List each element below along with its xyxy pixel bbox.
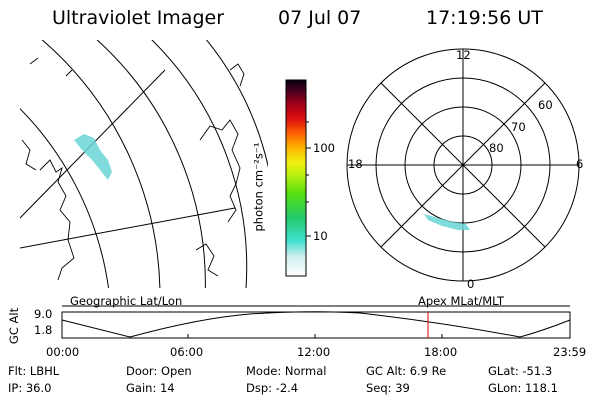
polar-label-6: 6 [576,157,584,171]
polar-label-12: 12 [456,48,471,62]
altitude-xtick: 00:00 [46,345,80,359]
date-label: 07 Jul 07 [278,7,362,29]
coastline [21,139,75,281]
lat-label-60: 60 [538,98,553,112]
gcalt-info: GC Alt: 6.9 Re [366,364,447,378]
polar-label-0: 0 [467,277,475,291]
altitude-ylabel: GC Alt [7,307,22,345]
altitude-plot [61,311,571,339]
colorbar-unit-label: photon cm⁻²s⁻¹ [251,142,266,232]
altitude-xtick: 18:00 [424,345,458,359]
altitude-ytick: 9.0 [34,307,53,321]
colorbar [285,79,307,277]
geographic-map [20,40,268,288]
flt-info: Flt: LBHL [8,364,60,378]
time-label: 17:19:56 UT [426,7,543,29]
ip-info: IP: 36.0 [8,381,52,395]
map-arc [205,40,268,169]
door-info: Door: Open [126,364,192,378]
altitude-xtick: 06:00 [170,345,204,359]
altitude-ytick: 1.8 [34,323,53,337]
dsp-info: Dsp: -2.4 [246,381,299,395]
glon-info: GLon: 118.1 [488,381,558,395]
seq-info: Seq: 39 [366,381,410,395]
altitude-frame [61,311,571,339]
altitude-xtick: 23:59 [553,345,587,359]
polar-aurora [424,214,470,230]
meridian-line [20,207,236,249]
map-arc [151,40,248,288]
polar-plot [346,48,580,282]
coastline [195,119,241,277]
geographic-label: Geographic Lat/Lon [70,294,183,308]
map-arc [96,40,206,288]
apex-label: Apex MLat/MLT [418,294,505,308]
lat-label-70: 70 [511,120,526,134]
polar-diagonal [380,82,546,248]
mode-info: Mode: Normal [246,364,327,378]
colorbar-tick-label: 10 [313,229,328,243]
map-arc [20,108,109,288]
coastline [29,57,245,87]
lat-label-80: 80 [489,141,504,155]
gain-info: Gain: 14 [126,381,175,395]
colorbar-tick-label: 100 [313,141,335,155]
altitude-xtick: 12:00 [297,345,331,359]
map-arc [41,40,161,288]
polar-label-18: 18 [348,157,363,171]
app-title: Ultraviolet Imager [52,7,225,29]
aurora-patch [74,134,112,180]
glat-info: GLat: -51.3 [488,364,553,378]
altitude-curve [61,311,571,338]
